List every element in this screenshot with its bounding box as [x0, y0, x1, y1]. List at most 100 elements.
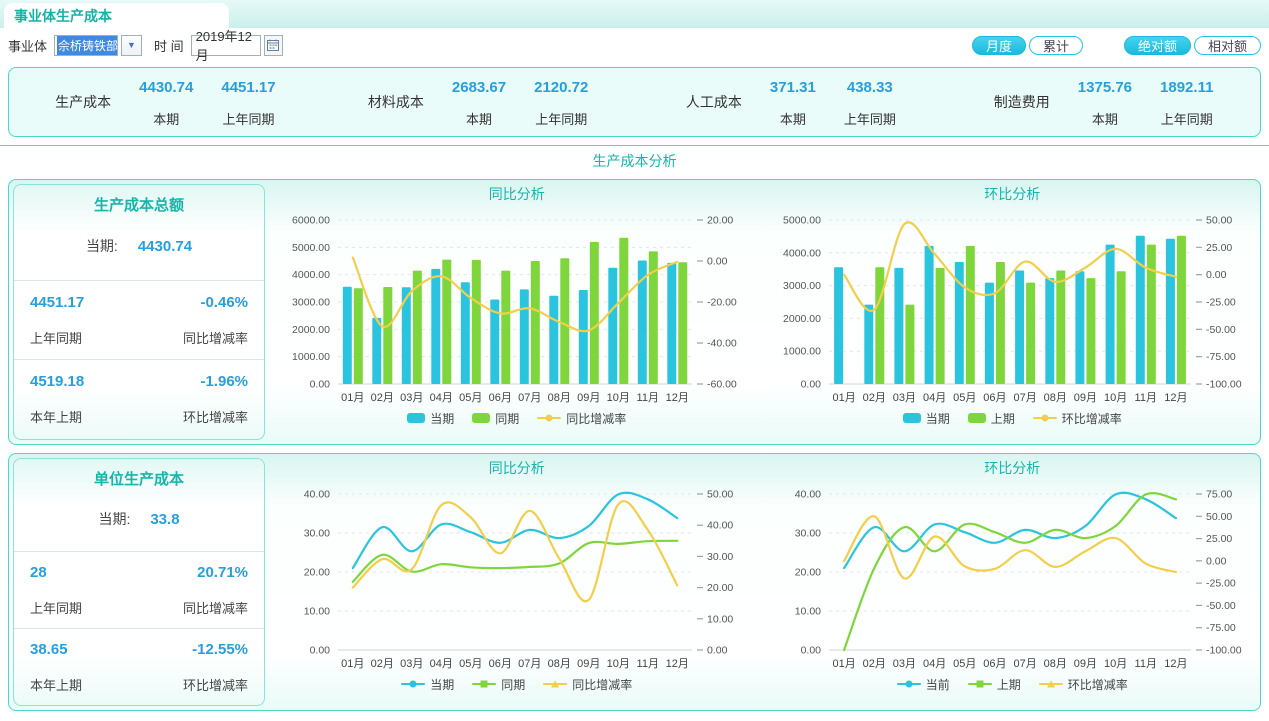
svg-text:-100.00: -100.00 — [1206, 379, 1242, 391]
calendar-icon — [267, 39, 280, 51]
svg-text:01月: 01月 — [833, 392, 856, 404]
amount-toggle-group: 绝对额 相对额 — [1121, 35, 1261, 55]
yoy-rate-label: 同比增减率 — [182, 330, 248, 346]
legend-label: 同期 — [501, 677, 526, 692]
svg-text:02月: 02月 — [863, 392, 886, 404]
current-label: 本期 — [1091, 111, 1118, 127]
group-name: 制造费用 — [993, 94, 1050, 110]
svg-text:09月: 09月 — [577, 392, 600, 404]
svg-text:10月: 10月 — [1104, 392, 1127, 404]
rect-marker-icon — [407, 413, 426, 423]
svg-text:1000.00: 1000.00 — [292, 351, 330, 363]
total-mom-chart-box: 环比分析 0.00 1000.00 2000.00 3000.00 4000.00 500… — [765, 180, 1261, 444]
chart-title: 同比分析 — [488, 460, 545, 476]
svg-text:03月: 03月 — [893, 658, 916, 670]
current-period-row: 当期: 33.8 — [14, 487, 264, 551]
svg-text:10月: 10月 — [606, 658, 629, 670]
current-label: 本期 — [466, 111, 493, 127]
summary-group-production-cost: 生产成本 4430.74 本期 4451.17 上年同期 — [9, 68, 322, 136]
svg-text:08月: 08月 — [547, 392, 570, 404]
svg-text:4000.00: 4000.00 — [783, 247, 821, 259]
line-circle-marker-icon — [896, 679, 921, 690]
summary-group-overhead-cost: 制造费用 1375.76 本期 1892.11 上年同期 — [947, 68, 1260, 136]
legend-label: 上期 — [996, 677, 1021, 692]
time-label: 时 间 — [154, 38, 184, 54]
svg-text:05月: 05月 — [459, 658, 482, 670]
svg-text:07月: 07月 — [518, 392, 541, 404]
svg-text:05月: 05月 — [459, 392, 482, 404]
svg-text:09月: 09月 — [577, 658, 600, 670]
prev-period-value: 4519.18 — [30, 373, 85, 391]
group-name: 人工成本 — [685, 94, 742, 110]
svg-text:30.00: 30.00 — [303, 528, 329, 540]
svg-text:03月: 03月 — [893, 392, 916, 404]
filter-bar: 事业体 佘桥铸铁部 ▼ 时 间 2019年12月 月度 — [0, 28, 1269, 63]
current-label: 本期 — [779, 111, 806, 127]
legend-item-同比增减率[interactable]: 同比增减率 — [537, 410, 626, 427]
legend-item-环比增减率[interactable]: 环比增减率 — [1032, 410, 1122, 427]
legend-item-环比增减率[interactable]: 环比增减率 — [1038, 676, 1128, 693]
current-label: 本期 — [153, 111, 180, 127]
absolute-amount-button[interactable]: 绝对额 — [1123, 35, 1191, 55]
summary-group-material-cost: 材料成本 2683.67 本期 2120.72 上年同期 — [322, 68, 635, 136]
legend-item-当期[interactable]: 当期 — [401, 676, 454, 693]
current-period-label: 当期: — [85, 238, 118, 255]
svg-text:08月: 08月 — [1044, 658, 1067, 670]
cumulative-button[interactable]: 累计 — [1028, 35, 1083, 55]
svg-text:01月: 01月 — [341, 392, 364, 404]
relative-amount-button[interactable]: 相对额 — [1193, 35, 1261, 55]
mom-row: 38.65 -12.55% 本年上期 环比增减率 — [14, 628, 264, 705]
legend-label: 同期 — [495, 411, 520, 426]
svg-text:10.00: 10.00 — [795, 606, 821, 618]
svg-text:06月: 06月 — [488, 392, 511, 404]
chart-title: 同比分析 — [488, 186, 545, 202]
svg-text:06月: 06月 — [984, 658, 1007, 670]
previous-value: 1892.11 — [1160, 78, 1214, 96]
current-value: 371.31 — [769, 78, 816, 96]
current-value: 1375.76 — [1077, 78, 1133, 96]
previous-label: 上年同期 — [1160, 111, 1213, 127]
legend-item-当期[interactable]: 当期 — [902, 410, 950, 427]
entity-select-dropdown-button[interactable]: ▼ — [121, 34, 143, 56]
calendar-button[interactable] — [263, 34, 283, 56]
legend-item-上期[interactable]: 上期 — [967, 410, 1015, 427]
legend-item-同期[interactable]: 同期 — [472, 410, 519, 427]
monthly-button[interactable]: 月度 — [971, 35, 1026, 55]
chevron-down-icon: ▼ — [127, 40, 136, 50]
svg-text:05月: 05月 — [953, 658, 976, 670]
legend-item-同期[interactable]: 同期 — [472, 676, 525, 693]
svg-text:0.00: 0.00 — [707, 256, 728, 268]
svg-text:10.00: 10.00 — [707, 613, 733, 625]
legend-item-上期[interactable]: 上期 — [967, 676, 1021, 693]
svg-text:04月: 04月 — [429, 392, 452, 404]
svg-text:2000.00: 2000.00 — [783, 313, 821, 325]
mom-rate-label: 环比增减率 — [182, 677, 248, 693]
entity-select[interactable]: 佘桥铸铁部 — [54, 34, 119, 56]
svg-text:0.00: 0.00 — [707, 645, 728, 657]
svg-text:0.00: 0.00 — [1206, 555, 1227, 567]
total-mom-chart[interactable]: 0.00 1000.00 2000.00 3000.00 4000.00 5000.00 5… — [767, 206, 1257, 408]
tab-strip: 事业体生产成本 — [0, 0, 1269, 28]
svg-text:40.00: 40.00 — [303, 489, 329, 501]
svg-text:6000.00: 6000.00 — [292, 215, 330, 227]
legend-item-当期[interactable]: 当期 — [407, 410, 454, 427]
unit-mom-chart[interactable]: 0.00 10.00 20.00 30.00 40.00 75.00 50.00 25.00 0… — [767, 480, 1257, 674]
prev-year-label: 上年同期 — [30, 600, 83, 616]
legend-item-当前[interactable]: 当前 — [896, 676, 950, 693]
svg-text:30.00: 30.00 — [707, 551, 733, 563]
unit-cost-stats-card: 单位生产成本 当期: 33.8 28 20.71% 上年同期 同比增减率 38.… — [13, 458, 265, 706]
svg-text:25.00: 25.00 — [1206, 533, 1232, 545]
svg-text:40.00: 40.00 — [795, 489, 821, 501]
unit-yoy-chart[interactable]: 0.00 10.00 20.00 30.00 40.00 50.00 40.00 30.00 2… — [276, 480, 758, 674]
total-yoy-chart[interactable]: 0.00 1000.00 2000.00 3000.00 4000.00 5000.00 6… — [276, 206, 758, 408]
group-name: 生产成本 — [55, 94, 112, 110]
legend-item-同比增减率[interactable]: 同比增减率 — [543, 676, 632, 693]
svg-text:-25.00: -25.00 — [1206, 578, 1236, 590]
svg-text:50.00: 50.00 — [1206, 511, 1232, 523]
svg-text:01月: 01月 — [833, 658, 856, 670]
tab-production-cost[interactable]: 事业体生产成本 — [4, 3, 229, 28]
svg-text:1000.00: 1000.00 — [783, 346, 821, 358]
svg-text:20.00: 20.00 — [303, 567, 329, 579]
legend-label: 环比增减率 — [1067, 677, 1128, 692]
date-input[interactable]: 2019年12月 — [190, 29, 261, 63]
